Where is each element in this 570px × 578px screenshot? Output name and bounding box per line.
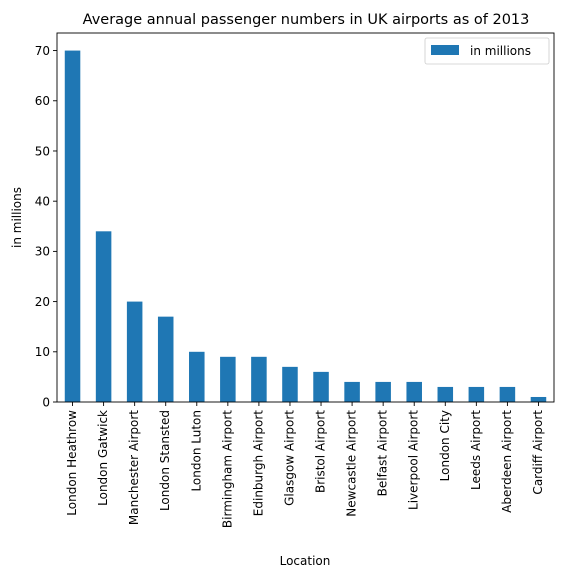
legend: in millions <box>424 37 550 65</box>
x-tick-label: Bristol Airport <box>314 410 328 493</box>
x-tick-label: Newcastle Airport <box>345 410 359 517</box>
legend-label: in millions <box>470 44 531 58</box>
bar <box>189 351 205 402</box>
x-tick-label: Liverpool Airport <box>407 410 421 510</box>
y-tick-label: 20 <box>35 295 50 309</box>
x-tick-label: London Heathrow <box>65 410 79 516</box>
x-tick-label: Aberdeen Airport <box>500 410 514 513</box>
y-axis-label: in millions <box>10 187 24 248</box>
x-tick-label: Glasgow Airport <box>282 410 296 506</box>
x-tick-label: Edinburgh Airport <box>251 410 265 516</box>
x-tick-label: Manchester Airport <box>127 410 141 525</box>
bar <box>437 386 454 402</box>
x-axis: London Heathrow London Gatwick Manchester … <box>65 402 545 528</box>
x-axis-label: Location <box>280 554 331 568</box>
plot-frame <box>56 32 555 403</box>
bar <box>468 386 485 402</box>
bar <box>64 50 81 402</box>
x-tick-label: London City <box>438 410 452 481</box>
bar <box>282 366 298 402</box>
x-tick-label: Leeds Airport <box>469 410 483 490</box>
x-tick-label: London Stansted <box>158 410 172 511</box>
y-tick-label: 30 <box>35 245 50 259</box>
y-tick-label: 70 <box>35 44 50 58</box>
bar <box>375 381 391 402</box>
x-tick-label: Cardiff Airport <box>531 410 545 495</box>
bar <box>530 396 547 402</box>
y-tick-label: 40 <box>35 194 50 208</box>
bar <box>499 386 516 402</box>
bar <box>313 371 329 402</box>
bar <box>126 301 143 402</box>
bar <box>220 356 236 402</box>
legend-box <box>424 37 550 65</box>
legend-swatch <box>431 45 459 55</box>
bar <box>157 316 174 402</box>
x-tick-label: London Luton <box>189 410 203 492</box>
y-tick-label: 60 <box>35 94 50 108</box>
bar <box>406 381 422 402</box>
x-tick-label: Birmingham Airport <box>220 410 234 528</box>
y-tick-label: 50 <box>35 144 50 158</box>
bar <box>344 381 360 402</box>
y-tick-label: 10 <box>35 345 50 359</box>
bars-group <box>64 50 547 402</box>
x-tick-label: Belfast Airport <box>376 410 390 497</box>
bar <box>251 356 267 402</box>
y-axis: 0 10 20 30 40 50 60 70 <box>35 44 57 409</box>
x-tick-label: London Gatwick <box>96 410 110 506</box>
y-tick-label: 0 <box>42 395 50 409</box>
chart-title: Average annual passenger numbers in UK a… <box>83 12 530 28</box>
bar <box>95 231 112 402</box>
